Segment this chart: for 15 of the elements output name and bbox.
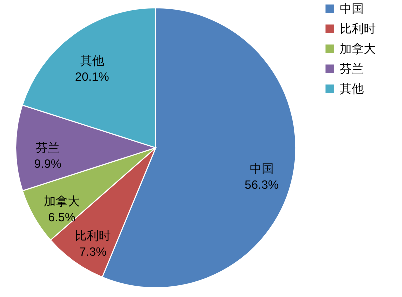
legend-label: 中国 bbox=[340, 2, 364, 16]
slice-label: 比利时 bbox=[75, 228, 112, 243]
legend-label: 比利时 bbox=[340, 22, 376, 36]
legend-label: 其他 bbox=[340, 82, 364, 96]
legend-label: 加拿大 bbox=[340, 42, 376, 56]
data-label: 20.1% bbox=[75, 70, 110, 84]
data-label: 56.3% bbox=[244, 178, 280, 192]
slice-label: 中国 bbox=[250, 162, 274, 176]
slice-label: 芬兰 bbox=[36, 141, 60, 156]
legend-label: 芬兰 bbox=[340, 62, 364, 76]
data-label: 9.9% bbox=[34, 157, 62, 172]
data-label: 6.5% bbox=[48, 210, 76, 224]
data-label: 7.3% bbox=[79, 244, 108, 259]
slice-label: 其他 bbox=[80, 54, 104, 68]
slice-label: 加拿大 bbox=[44, 194, 80, 208]
